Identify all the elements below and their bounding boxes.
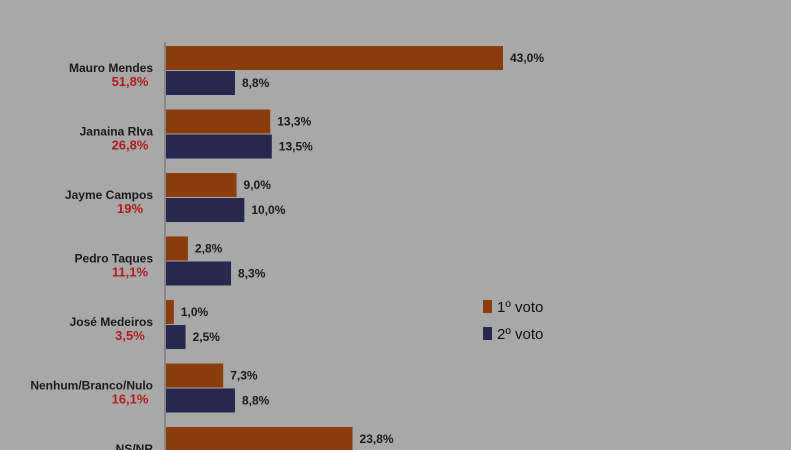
bar-1 [166, 427, 353, 450]
category-total: 19% [117, 201, 143, 216]
data-label: 1,0% [181, 305, 209, 319]
bar-2 [166, 134, 272, 159]
data-label: 8,8% [242, 394, 270, 408]
category-total: 3,5% [115, 328, 145, 343]
bar-1 [166, 46, 503, 70]
bar-1 [166, 173, 237, 197]
bar-2 [166, 71, 235, 95]
bar-2 [166, 388, 235, 413]
category-label: Janaina RIva [80, 125, 154, 139]
category-label: Nenhum/Branco/Nulo [30, 379, 153, 393]
category-label: Mauro Mendes [69, 61, 153, 75]
legend-label: 2º voto [497, 326, 543, 343]
category-label: NS/NR [116, 442, 154, 450]
legend-swatch [483, 327, 492, 340]
bar-2 [166, 261, 232, 286]
data-label: 13,5% [279, 140, 313, 154]
bar-1 [166, 109, 271, 134]
bar-1 [166, 300, 174, 324]
category-label: José Medeiros [70, 315, 154, 329]
data-label: 8,3% [238, 267, 266, 281]
bar-1 [166, 363, 224, 388]
data-label: 23,8% [360, 432, 394, 446]
bar-1 [166, 236, 188, 261]
category-total: 11,1% [112, 265, 149, 280]
category-label: Jayme Campos [65, 188, 153, 202]
category-total: 16,1% [112, 392, 149, 407]
data-label: 2,8% [195, 242, 223, 256]
category-total: 51,8% [112, 74, 149, 89]
data-label: 8,8% [242, 76, 270, 90]
bar-2 [166, 198, 245, 222]
category-label: Pedro Taques [75, 252, 154, 266]
category-total: 26,8% [112, 138, 149, 153]
legend-swatch [483, 300, 492, 313]
data-label: 13,3% [277, 115, 311, 129]
legend-label: 1º voto [497, 299, 543, 316]
data-label: 2,5% [193, 330, 221, 344]
data-label: 9,0% [244, 178, 272, 192]
data-label: 10,0% [251, 203, 285, 217]
data-label: 43,0% [510, 51, 544, 65]
bar-2 [166, 325, 186, 349]
data-label: 7,3% [230, 369, 258, 383]
